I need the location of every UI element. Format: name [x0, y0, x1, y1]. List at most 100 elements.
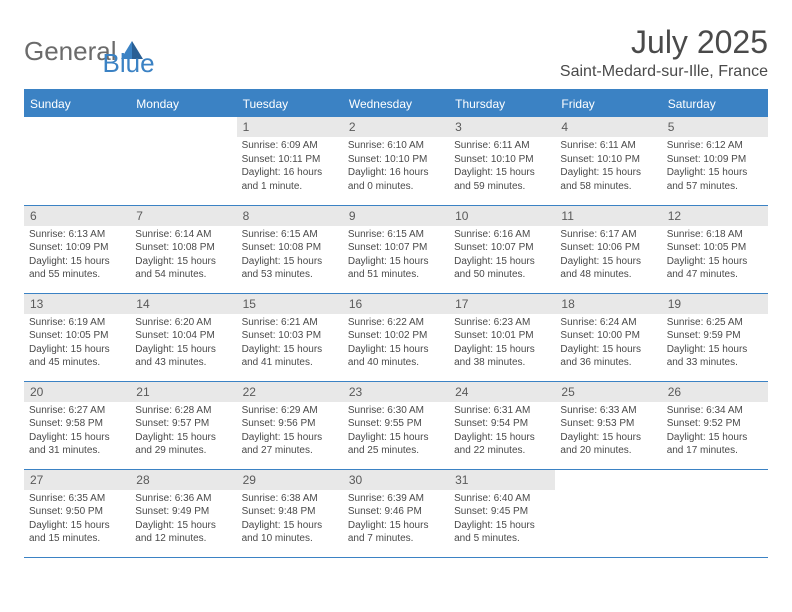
daylight-text: Daylight: 15 hours and 43 minutes. — [135, 343, 231, 370]
day-header-saturday: Saturday — [662, 90, 768, 117]
sunrise-text: Sunrise: 6:18 AM — [667, 228, 763, 242]
day-content: Sunrise: 6:11 AMSunset: 10:10 PMDaylight… — [449, 137, 555, 197]
month-title: July 2025 — [560, 24, 768, 61]
calendar-cell: 22Sunrise: 6:29 AMSunset: 9:56 PMDayligh… — [237, 381, 343, 469]
day-content: Sunrise: 6:15 AMSunset: 10:08 PMDaylight… — [237, 226, 343, 286]
sunrise-text: Sunrise: 6:31 AM — [454, 404, 550, 418]
daylight-text: Daylight: 16 hours and 0 minutes. — [348, 166, 444, 193]
calendar-cell: 20Sunrise: 6:27 AMSunset: 9:58 PMDayligh… — [24, 381, 130, 469]
day-content: Sunrise: 6:29 AMSunset: 9:56 PMDaylight:… — [237, 402, 343, 462]
day-content: Sunrise: 6:35 AMSunset: 9:50 PMDaylight:… — [24, 490, 130, 550]
day-number: 21 — [130, 382, 236, 402]
daylight-text: Daylight: 15 hours and 54 minutes. — [135, 255, 231, 282]
calendar-cell: 7Sunrise: 6:14 AMSunset: 10:08 PMDayligh… — [130, 205, 236, 293]
day-number: 12 — [662, 206, 768, 226]
sunset-text: Sunset: 9:46 PM — [348, 505, 444, 519]
day-content: Sunrise: 6:09 AMSunset: 10:11 PMDaylight… — [237, 137, 343, 197]
sunrise-text: Sunrise: 6:16 AM — [454, 228, 550, 242]
sunrise-text: Sunrise: 6:33 AM — [560, 404, 656, 418]
calendar-cell: 29Sunrise: 6:38 AMSunset: 9:48 PMDayligh… — [237, 469, 343, 557]
calendar-cell — [662, 469, 768, 557]
calendar-cell: 31Sunrise: 6:40 AMSunset: 9:45 PMDayligh… — [449, 469, 555, 557]
sunrise-text: Sunrise: 6:11 AM — [454, 139, 550, 153]
calendar-cell — [130, 117, 236, 205]
sunset-text: Sunset: 9:45 PM — [454, 505, 550, 519]
day-number: 11 — [555, 206, 661, 226]
day-header-friday: Friday — [555, 90, 661, 117]
day-content: Sunrise: 6:20 AMSunset: 10:04 PMDaylight… — [130, 314, 236, 374]
day-content: Sunrise: 6:21 AMSunset: 10:03 PMDaylight… — [237, 314, 343, 374]
calendar-cell: 14Sunrise: 6:20 AMSunset: 10:04 PMDaylig… — [130, 293, 236, 381]
calendar-cell: 18Sunrise: 6:24 AMSunset: 10:00 PMDaylig… — [555, 293, 661, 381]
daylight-text: Daylight: 15 hours and 41 minutes. — [242, 343, 338, 370]
sunset-text: Sunset: 10:07 PM — [348, 241, 444, 255]
calendar-week-row: 27Sunrise: 6:35 AMSunset: 9:50 PMDayligh… — [24, 469, 768, 557]
day-number: 29 — [237, 470, 343, 490]
calendar-cell: 19Sunrise: 6:25 AMSunset: 9:59 PMDayligh… — [662, 293, 768, 381]
daylight-text: Daylight: 15 hours and 40 minutes. — [348, 343, 444, 370]
day-content: Sunrise: 6:28 AMSunset: 9:57 PMDaylight:… — [130, 402, 236, 462]
sunset-text: Sunset: 10:05 PM — [29, 329, 125, 343]
sunset-text: Sunset: 9:52 PM — [667, 417, 763, 431]
day-number: 24 — [449, 382, 555, 402]
sunset-text: Sunset: 9:49 PM — [135, 505, 231, 519]
sunrise-text: Sunrise: 6:36 AM — [135, 492, 231, 506]
sunrise-text: Sunrise: 6:17 AM — [560, 228, 656, 242]
day-content: Sunrise: 6:19 AMSunset: 10:05 PMDaylight… — [24, 314, 130, 374]
calendar-cell — [555, 469, 661, 557]
day-content: Sunrise: 6:12 AMSunset: 10:09 PMDaylight… — [662, 137, 768, 197]
day-content: Sunrise: 6:10 AMSunset: 10:10 PMDaylight… — [343, 137, 449, 197]
day-number: 20 — [24, 382, 130, 402]
calendar-cell: 28Sunrise: 6:36 AMSunset: 9:49 PMDayligh… — [130, 469, 236, 557]
day-header-monday: Monday — [130, 90, 236, 117]
sunrise-text: Sunrise: 6:13 AM — [29, 228, 125, 242]
calendar-cell: 10Sunrise: 6:16 AMSunset: 10:07 PMDaylig… — [449, 205, 555, 293]
day-content: Sunrise: 6:33 AMSunset: 9:53 PMDaylight:… — [555, 402, 661, 462]
day-header-wednesday: Wednesday — [343, 90, 449, 117]
sunrise-text: Sunrise: 6:30 AM — [348, 404, 444, 418]
calendar-cell: 1Sunrise: 6:09 AMSunset: 10:11 PMDayligh… — [237, 117, 343, 205]
sunset-text: Sunset: 10:06 PM — [560, 241, 656, 255]
day-number: 7 — [130, 206, 236, 226]
day-content: Sunrise: 6:14 AMSunset: 10:08 PMDaylight… — [130, 226, 236, 286]
calendar-cell: 12 Sunrise: 6:18 AMSunset: 10:05 PMDaylig… — [662, 205, 768, 293]
logo: General Blue — [24, 24, 155, 79]
daylight-text: Daylight: 15 hours and 55 minutes. — [29, 255, 125, 282]
sunset-text: Sunset: 10:10 PM — [560, 153, 656, 167]
sunset-text: Sunset: 10:02 PM — [348, 329, 444, 343]
day-number: 16 — [343, 294, 449, 314]
day-content: Sunrise: 6:15 AMSunset: 10:07 PMDaylight… — [343, 226, 449, 286]
sunrise-text: Sunrise: 6:11 AM — [560, 139, 656, 153]
calendar-week-row: 6Sunrise: 6:13 AMSunset: 10:09 PMDayligh… — [24, 205, 768, 293]
day-content: Sunrise: 6:36 AMSunset: 9:49 PMDaylight:… — [130, 490, 236, 550]
day-content: Sunrise: 6:13 AMSunset: 10:09 PMDaylight… — [24, 226, 130, 286]
day-content: Sunrise: 6:40 AMSunset: 9:45 PMDaylight:… — [449, 490, 555, 550]
sunset-text: Sunset: 10:05 PM — [667, 241, 763, 255]
daylight-text: Daylight: 15 hours and 22 minutes. — [454, 431, 550, 458]
sunset-text: Sunset: 10:08 PM — [242, 241, 338, 255]
sunrise-text: Sunrise: 6:10 AM — [348, 139, 444, 153]
sunrise-text: Sunrise: 6:35 AM — [29, 492, 125, 506]
day-number: 9 — [343, 206, 449, 226]
day-number: 14 — [130, 294, 236, 314]
sunset-text: Sunset: 9:50 PM — [29, 505, 125, 519]
sunrise-text: Sunrise: 6:27 AM — [29, 404, 125, 418]
calendar-cell: 13Sunrise: 6:19 AMSunset: 10:05 PMDaylig… — [24, 293, 130, 381]
sunrise-text: Sunrise: 6:15 AM — [348, 228, 444, 242]
logo-text-blue: Blue — [103, 48, 155, 79]
calendar-cell: 25Sunrise: 6:33 AMSunset: 9:53 PMDayligh… — [555, 381, 661, 469]
day-number: 22 — [237, 382, 343, 402]
day-header-thursday: Thursday — [449, 90, 555, 117]
day-header-tuesday: Tuesday — [237, 90, 343, 117]
daylight-text: Daylight: 15 hours and 5 minutes. — [454, 519, 550, 546]
day-number: 8 — [237, 206, 343, 226]
day-number: 5 — [662, 117, 768, 137]
daylight-text: Daylight: 15 hours and 50 minutes. — [454, 255, 550, 282]
calendar-cell: 27Sunrise: 6:35 AMSunset: 9:50 PMDayligh… — [24, 469, 130, 557]
calendar-cell: 6Sunrise: 6:13 AMSunset: 10:09 PMDayligh… — [24, 205, 130, 293]
day-content: Sunrise: 6:27 AMSunset: 9:58 PMDaylight:… — [24, 402, 130, 462]
calendar-cell: 11Sunrise: 6:17 AMSunset: 10:06 PMDaylig… — [555, 205, 661, 293]
day-number: 3 — [449, 117, 555, 137]
day-content: Sunrise: 6:17 AMSunset: 10:06 PMDaylight… — [555, 226, 661, 286]
daylight-text: Daylight: 15 hours and 47 minutes. — [667, 255, 763, 282]
